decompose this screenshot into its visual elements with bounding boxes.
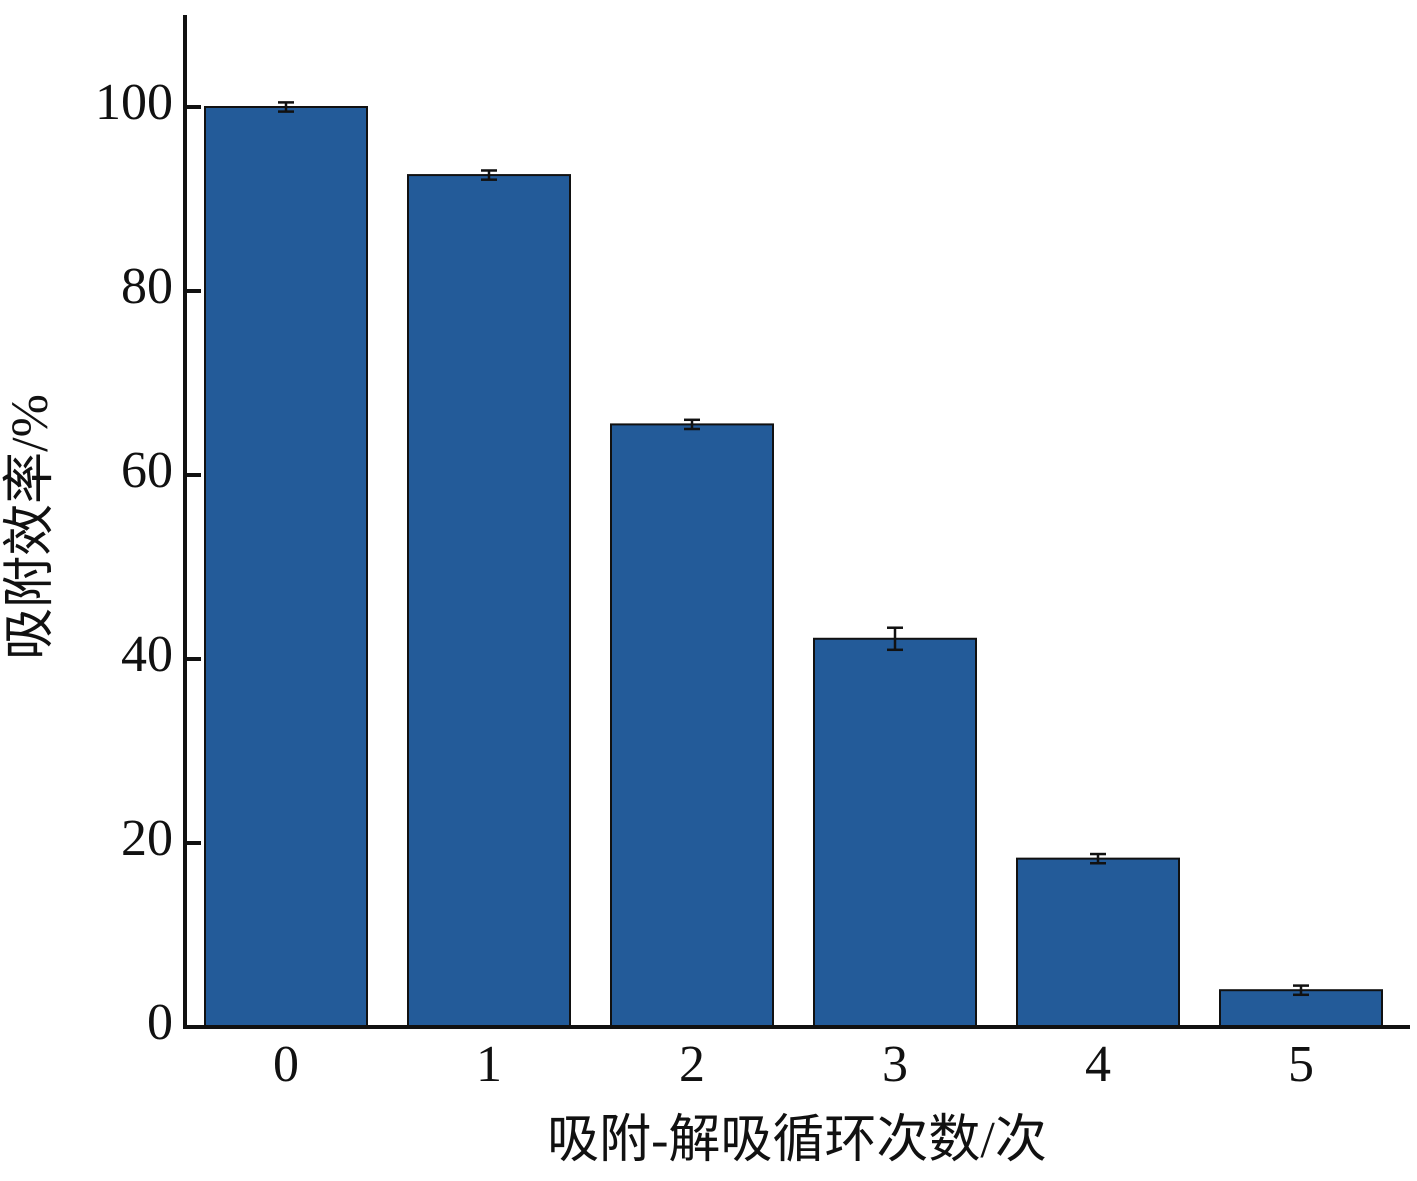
x-axis-label: 吸附-解吸循环次数/次 <box>547 1112 1047 1169</box>
error-bar <box>481 169 497 181</box>
x-tick-label: 4 <box>1085 1036 1111 1093</box>
bar <box>813 637 977 1028</box>
y-tick-label: 40 <box>121 626 173 683</box>
bar <box>204 106 368 1028</box>
error-bar <box>887 626 903 652</box>
bar <box>610 423 774 1028</box>
y-tick-label: 80 <box>121 258 173 315</box>
y-tick-label: 100 <box>95 74 173 131</box>
y-tick-label: 0 <box>147 994 173 1051</box>
y-tick-label: 60 <box>121 442 173 499</box>
error-bar <box>1293 984 1309 997</box>
y-axis-label: 吸附效率/% <box>2 394 59 660</box>
error-bar <box>1090 852 1106 865</box>
bar <box>1016 857 1180 1029</box>
x-tick-label: 0 <box>273 1036 299 1093</box>
x-tick-label: 5 <box>1288 1036 1314 1093</box>
bar <box>407 174 571 1028</box>
y-tick-label: 20 <box>121 810 173 867</box>
x-tick-label: 1 <box>476 1036 502 1093</box>
x-tick-label: 2 <box>679 1036 705 1093</box>
x-tick-label: 3 <box>882 1036 908 1093</box>
error-bar <box>684 418 700 431</box>
error-bar <box>278 101 294 113</box>
